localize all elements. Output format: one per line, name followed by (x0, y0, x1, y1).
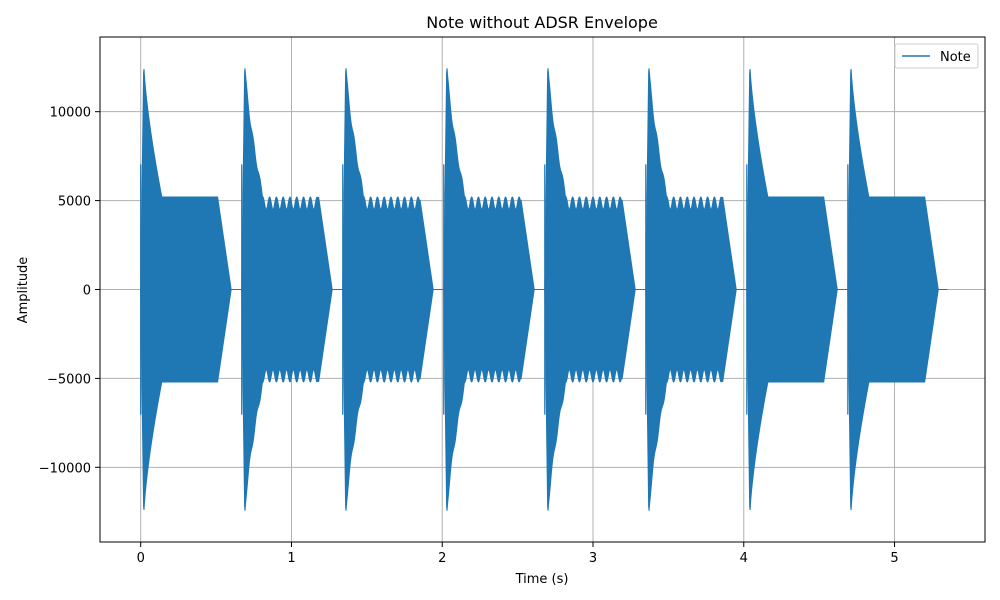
chart-title: Note without ADSR Envelope (426, 13, 658, 32)
y-axis-ticks: −10000 −5000 0 5000 10000 (39, 106, 100, 476)
x-tick-label: 2 (438, 551, 446, 566)
y-axis-label: Amplitude (16, 257, 31, 324)
x-tick-label: 4 (740, 551, 748, 566)
x-tick-label: 5 (890, 551, 898, 566)
y-tick-label: 10000 (50, 106, 91, 121)
x-tick-label: 0 (137, 551, 145, 566)
y-tick-label: 5000 (58, 195, 91, 210)
x-axis-label: Time (s) (515, 572, 569, 587)
x-tick-label: 1 (287, 551, 295, 566)
series-note (140, 68, 948, 511)
legend: Note (894, 43, 979, 69)
legend-box (894, 43, 979, 69)
y-tick-label: 0 (83, 284, 91, 299)
y-tick-label: −10000 (39, 461, 91, 476)
legend-label: Note (940, 50, 971, 65)
x-tick-label: 3 (589, 551, 597, 566)
x-axis-ticks: 0 1 2 3 4 5 (137, 542, 899, 566)
y-tick-label: −5000 (47, 372, 91, 387)
